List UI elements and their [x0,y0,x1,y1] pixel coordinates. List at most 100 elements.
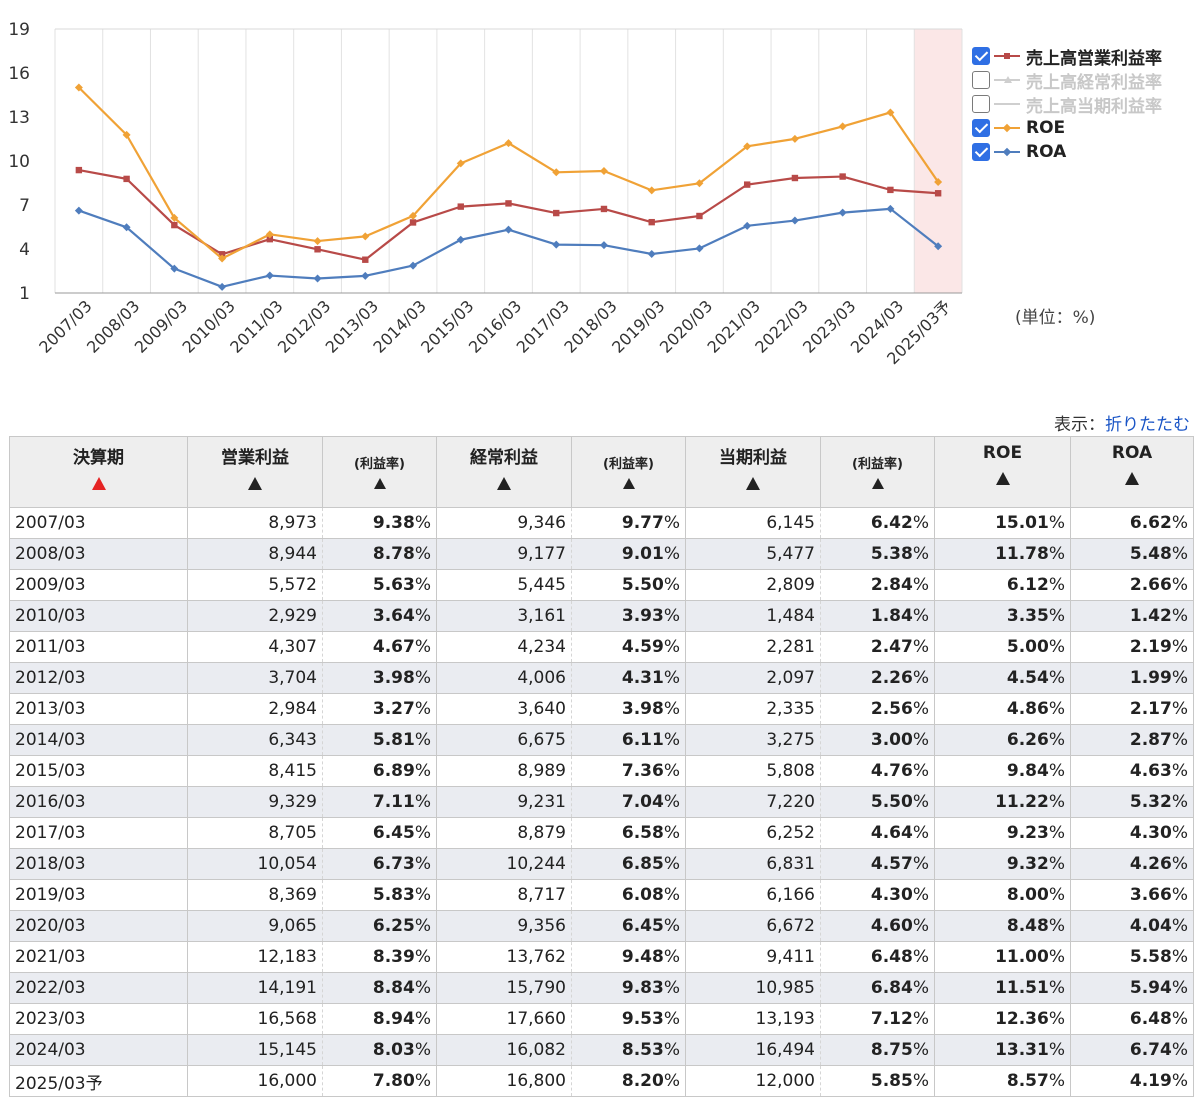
percent-sign: % [414,916,431,936]
table-cell-ord-margin: 8.20% [571,1065,686,1097]
table-cell-net-margin: 6.84% [820,972,935,1004]
sort-arrow-icon[interactable] [995,472,1010,485]
data-point [505,200,512,207]
legend-item[interactable]: 売上高当期利益率 [972,92,1197,117]
data-point [409,261,418,270]
table-cell-net-margin: 6.48% [820,941,935,973]
header-op-profit[interactable]: 営業利益 [187,436,323,508]
collapse-link[interactable]: 折りたたむ [1105,415,1190,435]
checkbox-checked-icon[interactable] [972,47,990,65]
table-cell-period-value: 2011/03 [15,637,86,657]
table-cell-op-margin-value: 8.94 [372,1009,415,1029]
table-cell-roe: 9.84% [934,755,1071,787]
table-cell-roa: 4.26% [1070,848,1194,880]
table-cell-period-value: 2014/03 [15,730,86,750]
sort-arrow-icon[interactable] [248,477,262,490]
table-cell-roe: 6.26% [934,724,1071,756]
legend-item[interactable]: ROA [972,140,1197,164]
table-cell-net-profit-value: 16,494 [755,1040,815,1060]
table-row: 2023/03 16,568 8.94% 17,660 9.53% 13,193 7.12%… [9,1003,1194,1035]
table-cell-net-margin-value: 2.26 [870,668,913,688]
sort-arrow-icon[interactable] [622,478,635,489]
data-point [74,206,83,215]
table-cell-roe: 12.36% [934,1003,1071,1035]
checkbox-checked-icon[interactable] [972,119,990,137]
header-op-margin[interactable]: (利益率) [322,436,437,508]
sort-arrow-icon[interactable] [91,477,106,490]
table-cell-op-margin-value: 6.25 [372,916,415,936]
header-ord-profit-label: 経常利益 [470,448,538,468]
table-row: 2018/03 10,054 6.73% 10,244 6.85% 6,831 4.57% 9… [9,848,1194,880]
table-cell-op-margin: 6.25% [322,910,437,942]
table-cell-roa-value: 1.99 [1129,668,1172,688]
header-net-profit[interactable]: 当期利益 [685,436,821,508]
sort-arrow-icon[interactable] [373,478,386,489]
checkbox-unchecked-icon[interactable] [972,71,990,89]
header-net-profit-label: 当期利益 [719,448,787,468]
data-point [743,142,752,151]
table-cell-ord-margin: 4.59% [571,631,686,663]
table-cell-op-margin: 8.78% [322,538,437,570]
table-cell-ord-margin-value: 9.83 [621,978,664,998]
percent-sign: % [1171,668,1188,688]
table-cell-roe-value: 11.22 [995,792,1049,812]
legend-item[interactable]: ROE [972,116,1197,140]
header-net-margin[interactable]: (利益率) [820,436,935,508]
table-cell-net-margin: 2.84% [820,569,935,601]
table-cell-net-profit-value: 6,672 [766,916,815,936]
data-point [74,83,83,92]
percent-sign: % [912,699,929,719]
y-tick-label: 13 [8,108,30,128]
table-cell-op-profit-value: 2,929 [268,606,317,626]
table-cell-op-profit: 9,329 [187,786,323,818]
percent-sign: % [1171,854,1188,874]
y-tick-label: 1 [19,284,30,304]
data-point [790,216,799,225]
table-cell-op-profit: 16,000 [187,1065,323,1097]
table-cell-ord-profit-value: 6,675 [517,730,566,750]
header-roe[interactable]: ROE [934,436,1071,508]
table-cell-op-profit: 8,415 [187,755,323,787]
table-cell-net-margin: 2.47% [820,631,935,663]
checkbox-checked-icon[interactable] [972,143,990,161]
table-cell-ord-profit: 8,989 [436,755,572,787]
legend-item[interactable]: 売上高経常利益率 [972,68,1197,93]
table-cell-period: 2025/03予 [9,1065,188,1097]
percent-sign: % [663,916,680,936]
data-point [838,122,847,131]
table-cell-op-profit: 3,704 [187,662,323,694]
legend-label: 売上高経常利益率 [1026,72,1162,93]
table-cell-net-profit-value: 9,411 [766,947,815,967]
percent-sign: % [912,513,929,533]
data-point [361,271,370,280]
table-cell-ord-profit-value: 9,177 [517,544,566,564]
percent-sign: % [1048,1040,1065,1060]
table-cell-op-margin: 5.63% [322,569,437,601]
table-cell-net-margin-value: 2.56 [870,699,913,719]
header-roa[interactable]: ROA [1070,436,1194,508]
percent-sign: % [1048,1071,1065,1091]
table-cell-ord-margin-value: 9.48 [621,947,664,967]
table-cell-net-margin: 4.30% [820,879,935,911]
table-cell-ord-margin-value: 4.31 [621,668,664,688]
percent-sign: % [663,947,680,967]
checkbox-unchecked-icon[interactable] [972,95,990,113]
table-cell-op-margin-value: 6.89 [372,761,415,781]
sort-arrow-icon[interactable] [1125,472,1139,485]
legend-label: 売上高営業利益率 [1026,48,1162,69]
sort-arrow-icon[interactable] [497,477,511,490]
table-cell-op-profit-value: 8,369 [268,885,317,905]
percent-sign: % [663,885,680,905]
header-ord-margin[interactable]: (利益率) [571,436,686,508]
table-cell-ord-profit-value: 9,231 [517,792,566,812]
y-tick-label: 16 [8,64,30,84]
header-op-margin-label: (利益率) [354,457,405,472]
header-ord-profit[interactable]: 経常利益 [436,436,572,508]
table-cell-op-margin-value: 7.11 [372,792,415,812]
sort-arrow-icon[interactable] [746,477,760,490]
legend-item[interactable]: 売上高営業利益率 [972,44,1197,69]
header-period[interactable]: 決算期 [9,436,188,508]
percent-sign: % [414,1009,431,1029]
table-cell-period-value: 2007/03 [15,513,86,533]
sort-arrow-icon[interactable] [871,478,884,489]
